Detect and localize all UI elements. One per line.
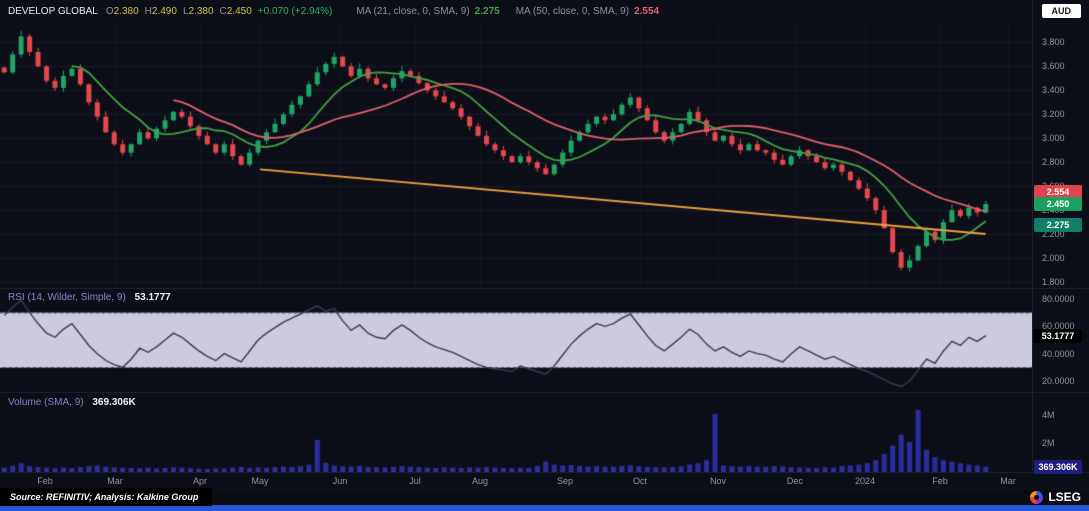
axis-tick-label: 3.200 xyxy=(1042,109,1065,120)
panel-divider xyxy=(0,392,1089,393)
rsi-value-badge: 53.1777 xyxy=(1034,328,1082,343)
lseg-logo-text: LSEG xyxy=(1048,490,1081,504)
axis-tick-label: 80.0000 xyxy=(1042,293,1075,304)
panel-divider xyxy=(0,288,1089,289)
time-axis-label: 2024 xyxy=(855,476,876,486)
time-axis-label: Feb xyxy=(932,476,948,486)
currency-button[interactable]: AUD xyxy=(1041,4,1081,18)
close-value: 2.450 xyxy=(226,5,252,17)
time-axis-label: Sep xyxy=(557,476,574,486)
chart-legend: DEVELOP GLOBAL O 2.380 H 2.490 L 2.380 C 2.4… xyxy=(0,0,659,22)
axis-tick-label: 2.800 xyxy=(1042,157,1065,168)
lseg-logo: LSEG xyxy=(1030,490,1081,504)
volume-legend-label: Volume (SMA, 9) xyxy=(8,397,84,408)
change-value: +0.070 (+2.94%) xyxy=(257,5,333,17)
last-price-badge: 2.450 xyxy=(1034,197,1082,212)
right-axis-gutter: 3.8003.6003.4003.2003.0002.8002.6002.400… xyxy=(1032,0,1089,511)
time-axis: Feb Mar Apr May Jun Jul Aug Sep Oct Nov Dec 2024 Feb… xyxy=(0,472,1032,490)
time-axis-label: Feb xyxy=(37,476,53,486)
time-axis-label: Jun xyxy=(332,476,348,486)
open-value: 2.380 xyxy=(113,5,139,17)
volume-value-badge: 369.306K xyxy=(1034,459,1082,474)
high-value: 2.490 xyxy=(151,5,177,17)
volume-chart-canvas[interactable] xyxy=(0,392,1032,472)
time-axis-label: Dec xyxy=(786,476,803,486)
time-axis-label: Aug xyxy=(471,476,488,486)
time-axis-label: Mar xyxy=(107,476,123,486)
axis-tick-label: 4M xyxy=(1042,409,1055,420)
open-label: O xyxy=(105,5,114,17)
price-chart-canvas[interactable] xyxy=(0,22,1032,288)
ma50-legend: MA (50, close, 0, SMA, 9) xyxy=(515,5,630,17)
axis-tick-label: 2.000 xyxy=(1042,253,1065,264)
volume-legend-value: 369.306K xyxy=(92,397,136,408)
ma21-legend: MA (21, close, 0, SMA, 9) xyxy=(356,5,470,17)
ma21-value: 2.275 xyxy=(474,5,500,17)
axis-tick-label: 3.000 xyxy=(1042,133,1065,144)
axis-tick-label: 2.200 xyxy=(1042,229,1065,240)
ma21-price-badge: 2.275 xyxy=(1034,218,1082,233)
panel-divider xyxy=(0,472,1089,473)
axis-tick-label: 40.0000 xyxy=(1042,348,1075,359)
time-axis-label: Apr xyxy=(192,476,208,486)
close-label: C xyxy=(219,5,227,17)
bottom-accent-bar xyxy=(0,505,1089,511)
rsi-chart-canvas[interactable] xyxy=(0,288,1032,392)
ma50-value: 2.554 xyxy=(634,5,660,17)
source-attribution: Source: REFINITIV; Analysis: Kalkine Gro… xyxy=(0,488,213,506)
axis-tick-label: 3.800 xyxy=(1042,37,1065,48)
time-axis-label: Nov xyxy=(709,476,726,486)
rsi-legend-label: RSI (14, Wilder, Simple, 9) xyxy=(8,292,126,303)
volume-legend: Volume (SMA, 9) 369.306K xyxy=(8,397,136,408)
axis-tick-label: 60.0000 xyxy=(1042,321,1075,332)
time-axis-label: May xyxy=(251,476,269,486)
rsi-legend: RSI (14, Wilder, Simple, 9) 53.1777 xyxy=(8,292,171,303)
ma50-price-badge: 2.554 xyxy=(1034,184,1082,199)
axis-divider xyxy=(1032,0,1033,472)
high-label: H xyxy=(144,5,152,17)
rsi-legend-value: 53.1777 xyxy=(134,292,171,303)
axis-tick-label: 20.0000 xyxy=(1042,376,1075,387)
time-axis-label: Mar xyxy=(1000,476,1016,486)
axis-tick-label: 3.600 xyxy=(1042,61,1065,72)
axis-tick-label: 3.400 xyxy=(1042,85,1065,96)
low-label: L xyxy=(182,5,189,17)
time-axis-label: Oct xyxy=(633,476,648,486)
axis-tick-label: 1.800 xyxy=(1042,277,1065,287)
axis-tick-label: 2M xyxy=(1042,438,1055,449)
symbol-name: DEVELOP GLOBAL xyxy=(8,5,98,17)
lseg-logo-icon xyxy=(1030,490,1044,504)
low-value: 2.380 xyxy=(188,5,214,17)
time-axis-label: Jul xyxy=(409,476,421,486)
